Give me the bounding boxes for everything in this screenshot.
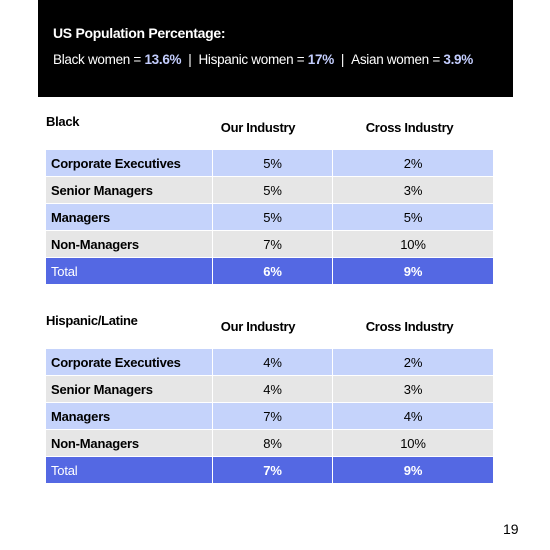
stat-value-asian: 3.9% <box>443 52 473 67</box>
our-industry-value: 5% <box>213 204 333 231</box>
table-section-black: Black Our Industry Cross Industry Corpor… <box>46 110 493 285</box>
cross-industry-value: 5% <box>333 204 493 231</box>
column-header-cross-industry: Cross Industry <box>365 319 454 334</box>
table-row: Managers 5% 5% <box>46 204 493 231</box>
row-label: Managers <box>46 204 213 231</box>
stat-separator: | <box>340 52 345 67</box>
data-table: Corporate Executives 5% 2% Senior Manage… <box>46 150 493 285</box>
cross-industry-value: 10% <box>333 231 493 258</box>
row-label: Senior Managers <box>46 177 213 204</box>
table-row: Non-Managers 7% 10% <box>46 231 493 258</box>
banner-title: US Population Percentage: <box>53 25 226 41</box>
table-row: Senior Managers 5% 3% <box>46 177 493 204</box>
column-header-our-industry: Our Industry <box>220 319 296 334</box>
section-title: Hispanic/Latine <box>46 313 138 328</box>
stat-label-hispanic: Hispanic women = <box>198 52 308 67</box>
stat-value-black: 13.6% <box>144 52 182 67</box>
column-header-our-industry: Our Industry <box>220 120 296 135</box>
cross-industry-value: 2% <box>333 349 493 376</box>
our-industry-value: 8% <box>213 430 333 457</box>
banner-stats: Black women = 13.6% | Hispanic women = 17%… <box>53 52 473 67</box>
cross-industry-value: 4% <box>333 403 493 430</box>
our-industry-value: 5% <box>213 150 333 177</box>
row-label: Total <box>46 457 213 484</box>
column-header-cross-industry: Cross Industry <box>365 120 454 135</box>
row-label: Non-Managers <box>46 231 213 258</box>
cross-industry-value: 9% <box>333 457 493 484</box>
row-label: Total <box>46 258 213 285</box>
row-label: Corporate Executives <box>46 349 213 376</box>
table-header: Hispanic/Latine Our Industry Cross Indus… <box>46 309 493 349</box>
table-row: Corporate Executives 5% 2% <box>46 150 493 177</box>
table-row: Senior Managers 4% 3% <box>46 376 493 403</box>
cross-industry-value: 9% <box>333 258 493 285</box>
table-row: Non-Managers 8% 10% <box>46 430 493 457</box>
our-industry-value: 4% <box>213 376 333 403</box>
row-label: Managers <box>46 403 213 430</box>
stat-label-black: Black women = <box>53 52 145 67</box>
row-label: Non-Managers <box>46 430 213 457</box>
stat-separator: | <box>188 52 192 67</box>
table-row: Corporate Executives 4% 2% <box>46 349 493 376</box>
stat-label-asian: Asian women = <box>351 52 444 67</box>
cross-industry-value: 3% <box>333 376 493 403</box>
total-row: Total 6% 9% <box>46 258 493 285</box>
stat-value-hispanic: 17% <box>307 52 334 67</box>
table-section-hispanic: Hispanic/Latine Our Industry Cross Indus… <box>46 309 493 484</box>
table-header: Black Our Industry Cross Industry <box>46 110 493 150</box>
total-row: Total 7% 9% <box>46 457 493 484</box>
cross-industry-value: 3% <box>333 177 493 204</box>
cross-industry-value: 2% <box>333 150 493 177</box>
our-industry-value: 6% <box>213 258 333 285</box>
our-industry-value: 7% <box>213 231 333 258</box>
page-number: 19 <box>503 521 519 537</box>
our-industry-value: 7% <box>213 403 333 430</box>
our-industry-value: 4% <box>213 349 333 376</box>
row-label: Senior Managers <box>46 376 213 403</box>
our-industry-value: 7% <box>213 457 333 484</box>
section-title: Black <box>46 114 80 129</box>
row-label: Corporate Executives <box>46 150 213 177</box>
cross-industry-value: 10% <box>333 430 493 457</box>
data-table: Corporate Executives 4% 2% Senior Manage… <box>46 349 493 484</box>
table-row: Managers 7% 4% <box>46 403 493 430</box>
our-industry-value: 5% <box>213 177 333 204</box>
population-banner: US Population Percentage: Black women = … <box>38 0 513 97</box>
